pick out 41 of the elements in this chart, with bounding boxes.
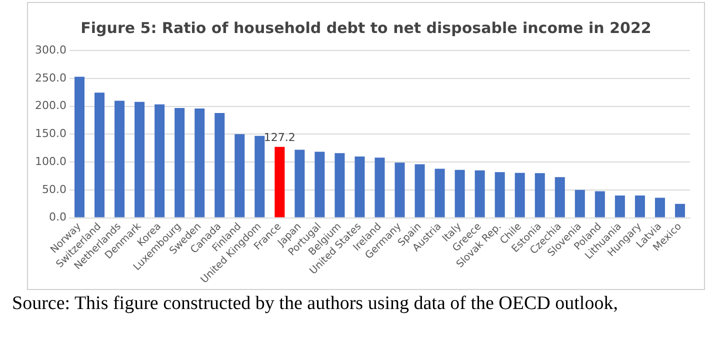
bar	[454, 170, 465, 218]
bar	[94, 92, 105, 218]
bar	[614, 195, 625, 218]
bar	[674, 204, 685, 218]
bar	[634, 195, 645, 218]
bar	[394, 162, 405, 218]
y-tick-label: 0.0	[48, 210, 66, 224]
bar	[434, 168, 445, 218]
bar	[294, 150, 305, 218]
bar	[114, 100, 125, 218]
bar	[314, 152, 325, 218]
bar	[534, 173, 545, 218]
bar	[554, 177, 565, 218]
bar	[194, 108, 205, 218]
y-tick-label: 100.0	[34, 154, 66, 168]
y-tick-label: 50.0	[42, 182, 66, 196]
bar	[354, 156, 365, 218]
data-label: 127.2	[264, 131, 296, 144]
bar	[594, 191, 605, 218]
bar	[654, 198, 665, 218]
bar	[254, 136, 265, 218]
bar	[334, 153, 345, 218]
y-tick-label: 300.0	[34, 43, 66, 56]
bar	[474, 170, 485, 218]
bar	[574, 190, 585, 218]
bar	[374, 158, 385, 218]
bar	[414, 164, 425, 218]
bar	[134, 102, 145, 218]
bar	[214, 113, 225, 218]
bar	[154, 104, 165, 218]
y-tick-label: 250.0	[34, 71, 66, 84]
bar	[514, 172, 525, 218]
bar	[174, 108, 185, 218]
bar	[74, 76, 85, 218]
chart-title: Figure 5: Ratio of household debt to net disposable income in 2022	[80, 19, 652, 37]
source-note: Source: This figure constructed by the authors using data of the OECD outlook,	[12, 292, 619, 315]
y-tick-label: 150.0	[34, 127, 66, 140]
bar	[494, 172, 505, 218]
bar	[274, 146, 285, 218]
bar	[234, 134, 245, 218]
y-tick-label: 200.0	[34, 99, 66, 112]
